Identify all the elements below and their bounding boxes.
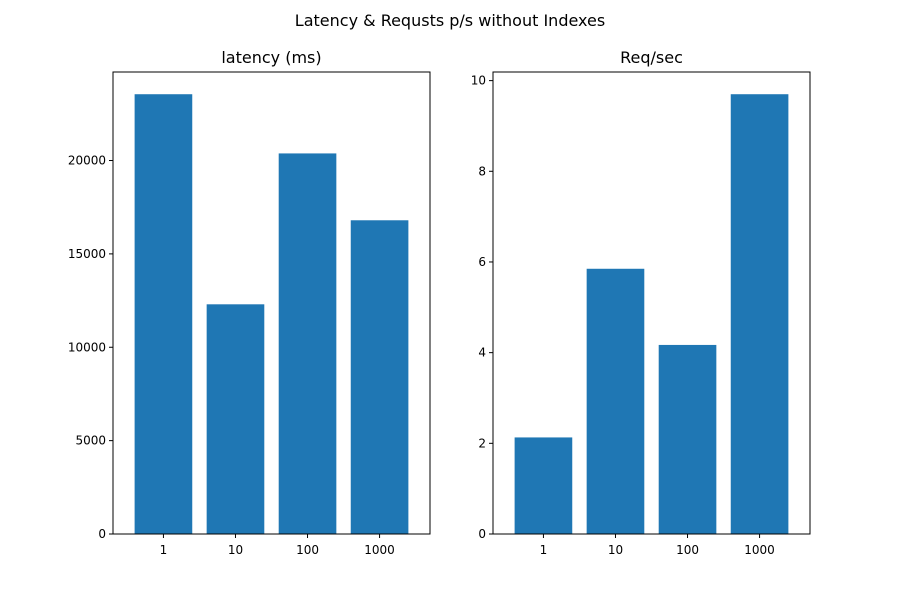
latency-bar-1000 [350, 220, 409, 534]
req-sec-ytick-label: 0 [478, 527, 486, 541]
latency-ytick-label: 5000 [75, 434, 106, 448]
latency-ytick-label: 0 [98, 527, 106, 541]
req-sec-ytick-label: 10 [471, 74, 486, 88]
req-sec-bar-10 [586, 268, 645, 534]
req-sec-axes-frame [492, 71, 811, 535]
latency-xtick-label: 1 [160, 543, 168, 557]
req-sec-bar-100 [658, 344, 717, 534]
req-sec-xtick-label: 1 [540, 543, 548, 557]
req-sec-xtick-label: 10 [608, 543, 623, 557]
latency-ytick-label: 10000 [68, 340, 106, 354]
req-sec-ytick-label: 6 [478, 255, 486, 269]
req-sec-ytick-label: 2 [478, 436, 486, 450]
req-sec-chart: Req/sec 1 10 100 1000 0 2 4 6 8 10 [471, 48, 811, 557]
req-sec-ytick-label: 8 [478, 164, 486, 178]
req-sec-title: Req/sec [620, 48, 683, 67]
latency-bar-100 [278, 153, 337, 535]
latency-xtick-label: 1000 [364, 543, 395, 557]
latency-ytick-label: 15000 [68, 247, 106, 261]
latency-chart: latency (ms)1 10 100 1000050001000015000200… [68, 48, 431, 557]
latency-axes-frame [112, 71, 431, 535]
req-sec-xtick-label: 100 [676, 543, 699, 557]
figure-suptitle: Latency & Requsts p/s without Indexes [295, 11, 605, 30]
latency-xtick-label: 10 [228, 543, 243, 557]
req-sec-bar-1 [514, 437, 573, 534]
req-sec-ytick-label: 4 [478, 346, 486, 360]
latency-title: latency (ms) [221, 48, 321, 67]
latency-bar-1 [134, 94, 193, 534]
latency-ytick-label: 20000 [68, 154, 106, 168]
req-sec-xtick-label: 1000 [744, 543, 775, 557]
latency-bar-10 [206, 304, 265, 534]
req-sec-bar-1000 [730, 94, 789, 535]
latency-xtick-label: 100 [296, 543, 319, 557]
